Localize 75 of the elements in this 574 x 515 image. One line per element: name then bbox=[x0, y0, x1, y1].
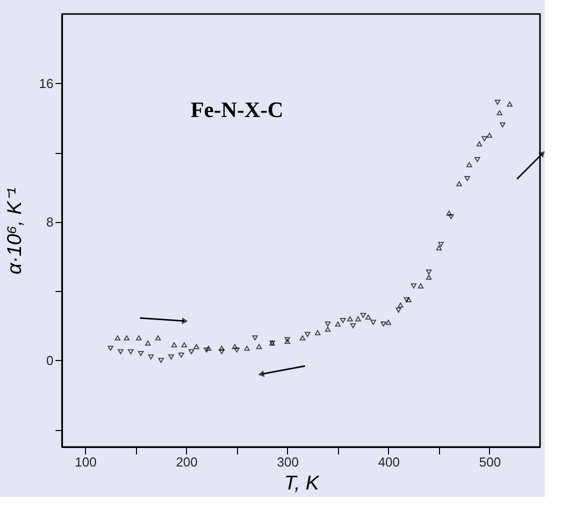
point bbox=[476, 141, 482, 146]
x-tick-label: 400 bbox=[378, 454, 400, 470]
x-tick-label: 200 bbox=[176, 454, 198, 470]
point bbox=[426, 274, 432, 280]
point bbox=[335, 321, 341, 327]
point bbox=[114, 335, 120, 340]
point bbox=[410, 283, 417, 288]
point bbox=[324, 321, 331, 327]
point bbox=[145, 340, 151, 346]
point bbox=[418, 283, 424, 288]
point bbox=[446, 210, 452, 216]
point bbox=[466, 162, 472, 168]
point bbox=[181, 342, 188, 348]
point bbox=[474, 156, 480, 162]
x-tick-label: 100 bbox=[74, 454, 97, 470]
annotation: Fe-N-X-C bbox=[190, 97, 284, 122]
point bbox=[232, 344, 238, 350]
point bbox=[355, 316, 361, 322]
point bbox=[436, 245, 442, 250]
point bbox=[496, 110, 502, 116]
point bbox=[370, 320, 376, 325]
point bbox=[136, 335, 142, 340]
point bbox=[171, 342, 178, 348]
point bbox=[365, 314, 372, 320]
point bbox=[155, 335, 161, 340]
point bbox=[426, 270, 432, 275]
y-tick-label: 0 bbox=[46, 352, 54, 368]
point bbox=[204, 347, 210, 353]
point bbox=[506, 102, 513, 107]
point bbox=[350, 323, 356, 328]
point bbox=[482, 136, 488, 142]
point bbox=[500, 122, 506, 128]
y-axis-title: α·10⁶, K⁻¹ bbox=[4, 187, 26, 274]
point bbox=[128, 349, 134, 354]
point bbox=[380, 321, 386, 327]
point bbox=[218, 346, 225, 351]
point bbox=[324, 326, 331, 332]
point bbox=[194, 344, 200, 350]
point bbox=[300, 335, 306, 340]
point bbox=[206, 346, 212, 351]
point bbox=[218, 349, 225, 354]
point bbox=[304, 332, 310, 337]
point bbox=[252, 335, 258, 340]
point bbox=[456, 181, 462, 186]
point bbox=[386, 320, 392, 325]
point bbox=[138, 350, 144, 356]
point bbox=[256, 344, 262, 350]
point bbox=[340, 318, 346, 324]
point bbox=[406, 297, 412, 302]
point bbox=[234, 347, 240, 353]
point bbox=[314, 330, 321, 336]
point bbox=[108, 346, 114, 351]
x-tick-label: 300 bbox=[277, 454, 299, 470]
point bbox=[168, 354, 174, 360]
point bbox=[148, 354, 154, 360]
point bbox=[396, 308, 402, 313]
point bbox=[486, 132, 492, 138]
y-tick-label: 8 bbox=[46, 214, 54, 230]
point bbox=[158, 358, 164, 363]
point bbox=[347, 316, 353, 322]
x-tick-label: 500 bbox=[479, 454, 501, 470]
point bbox=[438, 242, 444, 247]
point bbox=[124, 335, 130, 340]
point bbox=[404, 297, 410, 302]
y-tick-label: 16 bbox=[39, 76, 54, 91]
point bbox=[464, 176, 470, 182]
point bbox=[118, 349, 124, 354]
point bbox=[398, 302, 404, 308]
point bbox=[448, 214, 454, 220]
point bbox=[494, 100, 500, 105]
point bbox=[244, 346, 250, 351]
point bbox=[360, 312, 366, 318]
x-axis-title: T, K bbox=[284, 472, 321, 494]
point bbox=[178, 352, 184, 358]
point bbox=[188, 349, 194, 354]
